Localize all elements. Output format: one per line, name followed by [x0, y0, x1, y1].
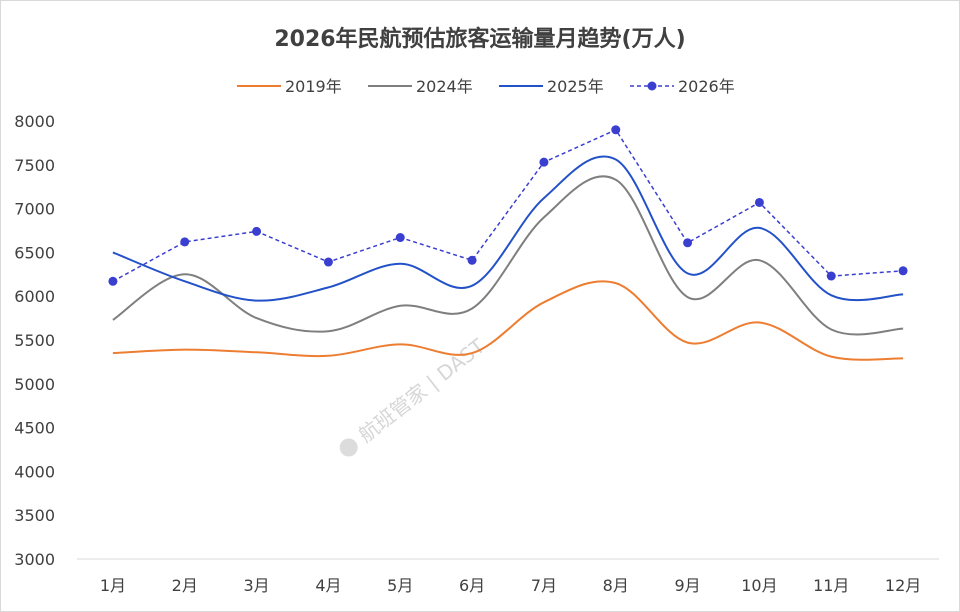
- series-2026-point: [395, 233, 405, 243]
- legend-label: 2025年: [547, 77, 604, 96]
- legend-item: 2025年: [499, 77, 604, 96]
- series-2024-line: [112, 175, 904, 336]
- y-tick-label: 8000: [14, 112, 55, 131]
- legend-item: 2019年: [237, 77, 342, 96]
- series-2019-line: [112, 280, 904, 361]
- legend-label: 2024年: [416, 77, 473, 96]
- watermark-logo-icon: [339, 438, 358, 457]
- y-tick-label: 5000: [14, 375, 55, 394]
- legend-marker: [647, 81, 657, 91]
- x-tick-label: 9月: [674, 576, 700, 595]
- watermark-text: 航班管家 | DAST: [354, 333, 490, 447]
- watermark: 航班管家 | DAST: [339, 333, 490, 457]
- y-tick-label: 6500: [14, 243, 55, 262]
- series-2026-point: [108, 276, 118, 286]
- x-tick-label: 7月: [531, 576, 557, 595]
- legend-label: 2026年: [678, 77, 735, 96]
- series-2025-line: [112, 155, 904, 302]
- y-tick-label: 7000: [14, 200, 55, 219]
- y-tick-label: 7500: [14, 156, 55, 175]
- y-tick-label: 4000: [14, 462, 55, 481]
- x-tick-label: 11月: [813, 576, 849, 595]
- series-2026-point: [898, 266, 908, 276]
- series-2026-point: [826, 271, 836, 281]
- x-tick-label: 1月: [100, 576, 126, 595]
- x-tick-label: 5月: [387, 576, 413, 595]
- x-tick-label: 3月: [243, 576, 269, 595]
- series-2026-point: [323, 257, 333, 267]
- series-2026-line: [112, 128, 904, 282]
- series-2026-point: [611, 125, 621, 135]
- x-tick-label: 4月: [315, 576, 341, 595]
- x-tick-label: 2月: [172, 576, 198, 595]
- y-tick-label: 6000: [14, 287, 55, 306]
- y-tick-label: 3000: [14, 550, 55, 569]
- legend-item: 2026年: [630, 77, 735, 96]
- y-tick-label: 3500: [14, 506, 55, 525]
- series-2026-point: [754, 197, 764, 207]
- x-tick-label: 12月: [885, 576, 921, 595]
- x-tick-label: 10月: [741, 576, 777, 595]
- y-tick-label: 5500: [14, 331, 55, 350]
- series-2026-point: [539, 157, 549, 167]
- legend-label: 2019年: [285, 77, 342, 96]
- series-2026-point: [683, 238, 693, 248]
- series-2026-point: [467, 255, 477, 265]
- series-2026-point: [180, 237, 190, 247]
- x-tick-label: 8月: [603, 576, 629, 595]
- chart-title: 2026年民航预估旅客运输量月趋势(万人): [274, 27, 686, 52]
- series-2026-point: [252, 226, 262, 236]
- x-tick-label: 6月: [459, 576, 485, 595]
- y-tick-label: 4500: [14, 419, 55, 438]
- legend-item: 2024年: [368, 77, 473, 96]
